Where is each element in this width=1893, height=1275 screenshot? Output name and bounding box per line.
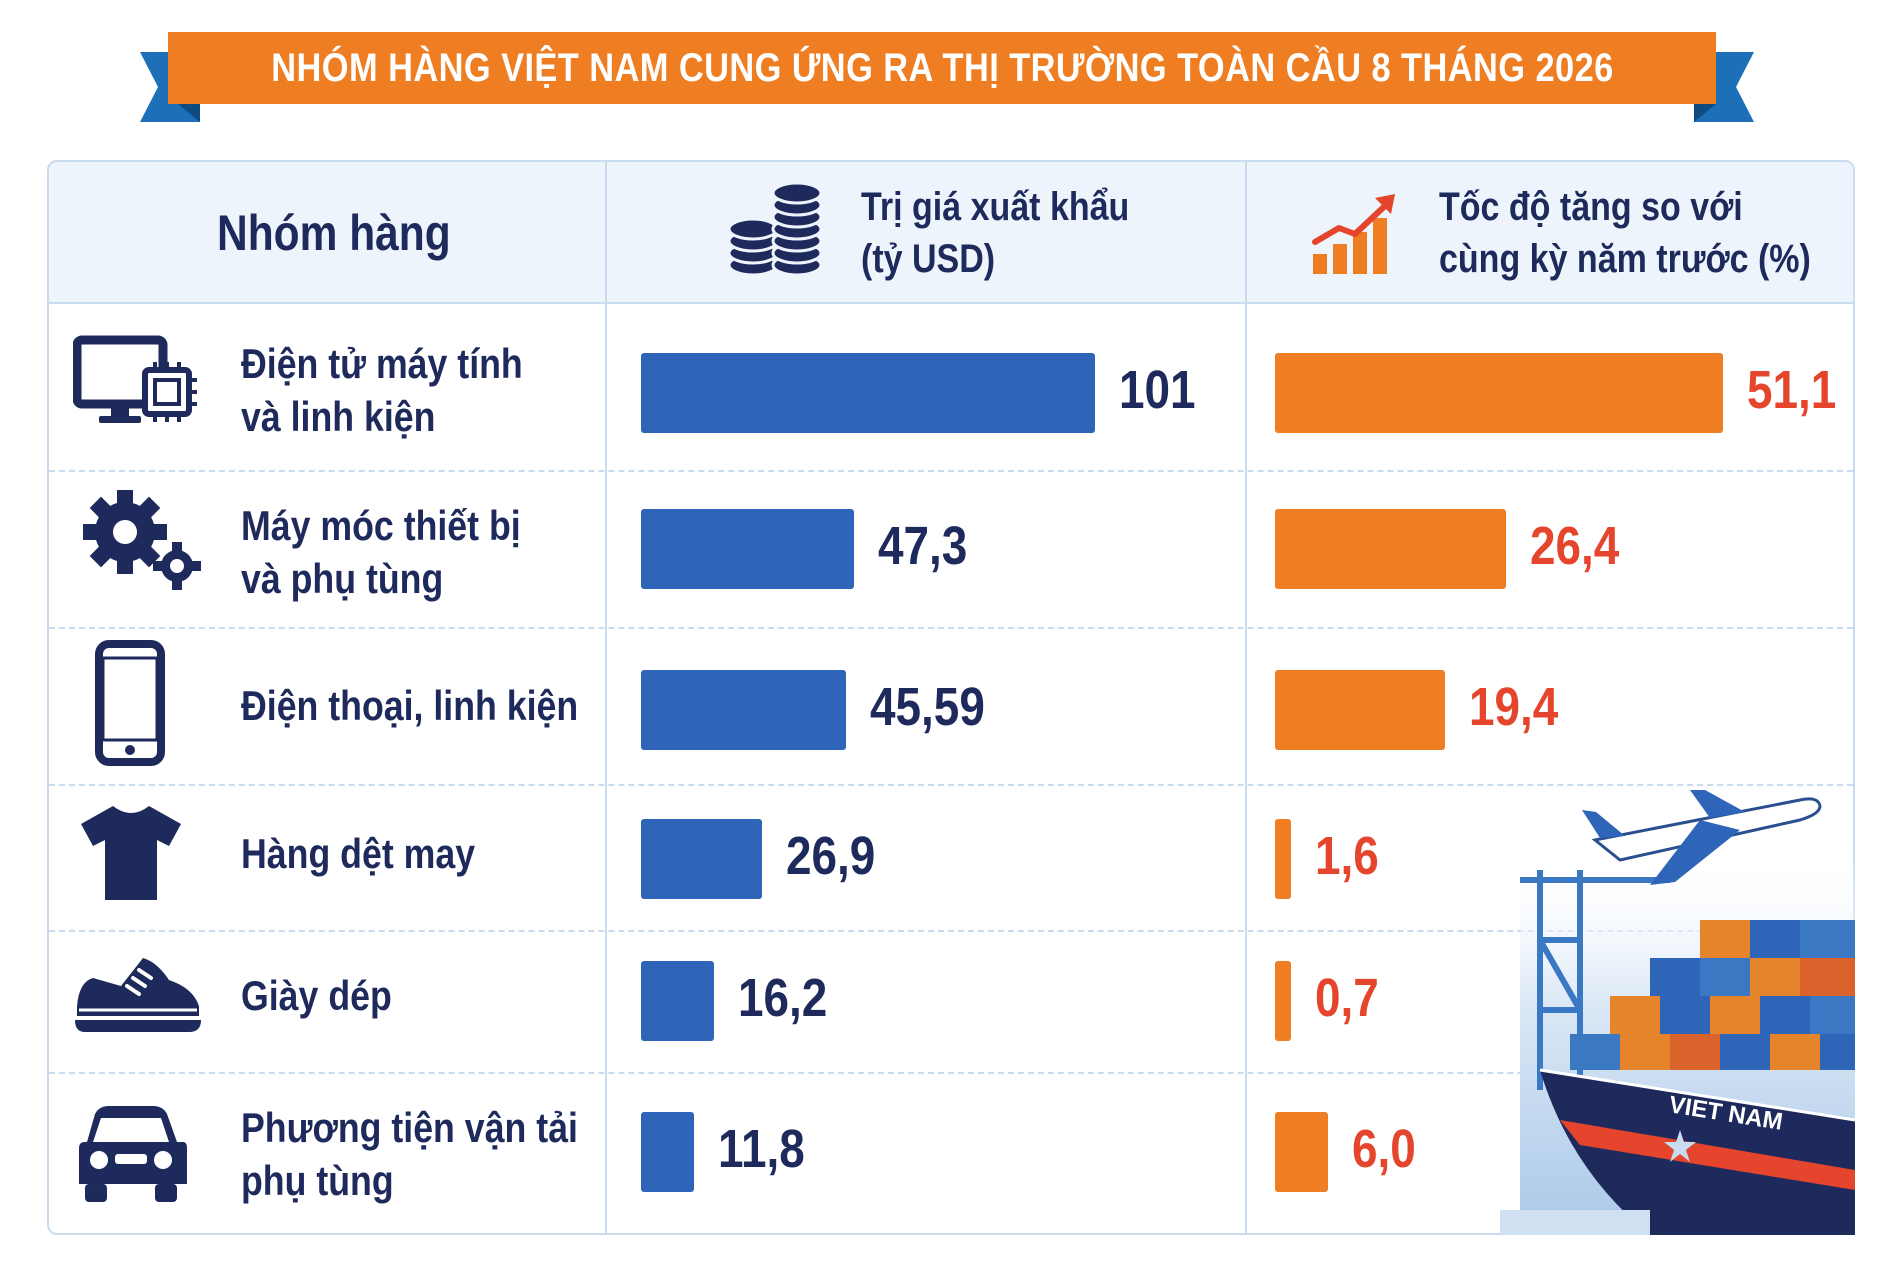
tshirt-icon (79, 802, 183, 902)
value-label-5: 16,2 (737, 968, 828, 1028)
value-label-3: 45,59 (869, 677, 985, 737)
growth-bar-6 (1275, 1112, 1328, 1192)
airplane-icon (1582, 790, 1822, 885)
growth-bar-4 (1275, 819, 1291, 899)
car-icon (75, 1102, 187, 1206)
water (1500, 1210, 1650, 1235)
header-group: Nhóm hàng (217, 162, 492, 304)
column-divider-2 (1245, 162, 1247, 1233)
row-divider-3 (49, 784, 1853, 786)
growth-bar-1 (1275, 353, 1723, 433)
growth-bar-2 (1275, 509, 1507, 589)
value-label-2: 47,3 (877, 516, 967, 576)
containers-icon (1570, 920, 1855, 1070)
ship-icon (1539, 1068, 1855, 1235)
row-label-6-line2: phụ tùng (241, 1156, 394, 1204)
growth-bar-5 (1275, 961, 1291, 1041)
row-label-1-line1: Điện tử máy tính (241, 340, 523, 387)
row-divider-1 (49, 470, 1853, 472)
row-divider-5 (49, 1072, 1853, 1074)
row-label-3: Điện thoại, linh kiện (241, 680, 578, 733)
growth-chart-icon (1312, 194, 1395, 274)
row-label-2-line2: và phụ tùng (241, 554, 444, 602)
gears-icon (79, 484, 201, 594)
coins-icon (727, 181, 823, 277)
table-header (49, 162, 1853, 304)
growth-bar-3 (1275, 670, 1446, 750)
value-bar-6 (641, 1112, 695, 1192)
computer-chip-icon (73, 332, 199, 442)
header-value-label: Trị giá xuất khẩu (tỷ USD) (861, 181, 1129, 285)
growth-label-6: 6,0 (1351, 1119, 1416, 1179)
star-icon (1664, 1130, 1696, 1162)
header-group-label: Nhóm hàng (217, 204, 451, 261)
value-bar-5 (641, 961, 714, 1041)
growth-label-3: 19,4 (1469, 677, 1559, 737)
title-ribbon: NHÓM HÀNG VIỆT NAM CUNG ỨNG RA THỊ TRƯỜN… (168, 32, 1716, 104)
row-label-6: Phương tiện vận tải phụ tùng (241, 1102, 578, 1207)
row-label-2: Máy móc thiết bị và phụ tùng (241, 500, 521, 605)
header-growth-line2: cùng kỳ năm trước (%) (1439, 237, 1811, 281)
column-divider-1 (605, 162, 607, 1233)
shoe-icon (73, 952, 203, 1036)
row-label-5: Giày dép (241, 970, 392, 1023)
row-label-4-line1: Hàng dệt may (241, 830, 476, 877)
header-growth: Tốc độ tăng so với cùng kỳ năm trước (%) (1311, 162, 1853, 304)
row-label-6-line1: Phương tiện vận tải (241, 1104, 578, 1151)
row-label-1: Điện tử máy tính và linh kiện (241, 338, 523, 443)
header-growth-line1: Tốc độ tăng so với (1439, 185, 1743, 229)
crane-icon (1520, 870, 1670, 1090)
value-label-6: 11,8 (718, 1119, 805, 1179)
row-label-4: Hàng dệt may (241, 828, 475, 881)
header-value: Trị giá xuất khẩu (tỷ USD) (725, 162, 1177, 304)
header-growth-label: Tốc độ tăng so với cùng kỳ năm trước (%) (1439, 181, 1811, 285)
value-label-4: 26,9 (785, 826, 876, 886)
value-bar-1 (641, 353, 1095, 433)
growth-label-4: 1,6 (1315, 826, 1379, 886)
row-label-2-line1: Máy móc thiết bị (241, 502, 521, 549)
port-illustration: VIET NAM (1500, 790, 1855, 1235)
growth-label-5: 0,7 (1315, 968, 1379, 1028)
value-bar-3 (641, 670, 846, 750)
smartphone-icon (95, 640, 165, 766)
header-value-line1: Trị giá xuất khẩu (861, 185, 1130, 229)
row-label-5-line1: Giày dép (241, 972, 392, 1019)
growth-label-1: 51,1 (1747, 360, 1837, 420)
row-divider-2 (49, 627, 1853, 629)
row-divider-4 (49, 930, 1853, 932)
row-label-3-line1: Điện thoại, linh kiện (241, 682, 579, 729)
header-value-line2: (tỷ USD) (861, 237, 996, 281)
chart-title: NHÓM HÀNG VIỆT NAM CUNG ỨNG RA THỊ TRƯỜN… (270, 45, 1614, 90)
value-label-1: 101 (1119, 360, 1196, 420)
value-bar-4 (641, 819, 762, 899)
value-bar-2 (641, 509, 854, 589)
growth-label-2: 26,4 (1530, 516, 1620, 576)
row-label-1-line2: và linh kiện (241, 392, 436, 440)
